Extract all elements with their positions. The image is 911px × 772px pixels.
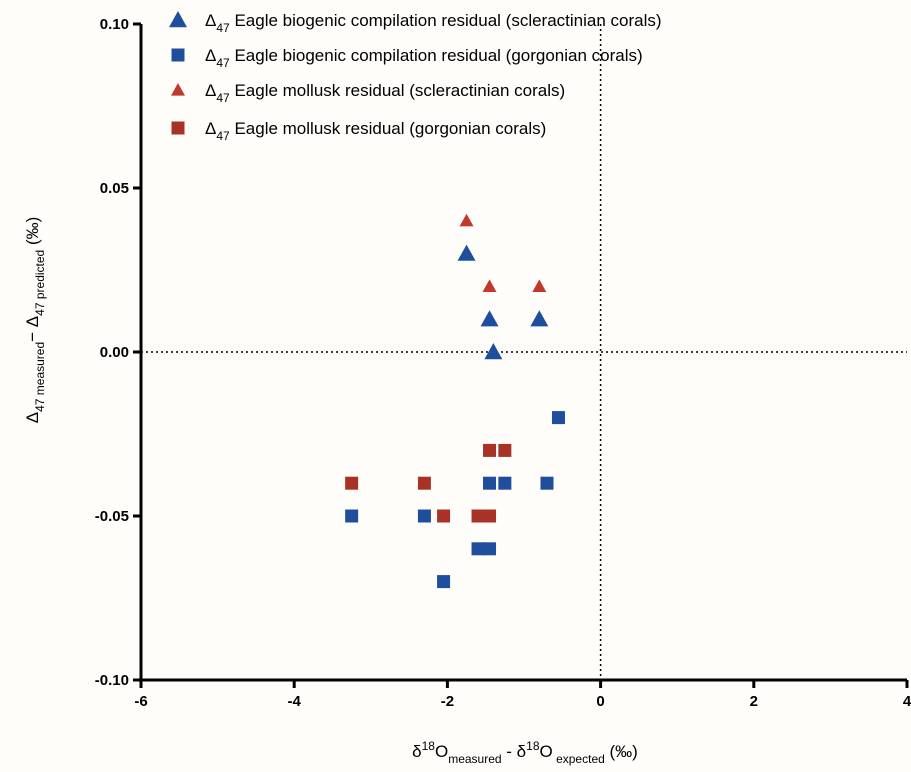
data-point-series-2 [483, 542, 497, 556]
x-axis-title: δ18Omeasured - δ18O expected (‰) [412, 739, 638, 766]
y-axis-title: Δ47 measured− Δ47 predicted (‰) [23, 217, 47, 424]
x-tick-label: 4 [903, 693, 911, 710]
data-point-series-4 [437, 509, 451, 523]
legend-label-2: Δ47 Eagle biogenic compilation residual … [205, 46, 643, 70]
axes: -0.10 -0.05 0.00 0.05 0.10 -6 -4 -2 0 2 4 [95, 16, 911, 710]
data-points [345, 213, 565, 589]
data-point-series-4 [483, 443, 497, 457]
legend: Δ47 Eagle biogenic compilation residual … [169, 11, 662, 143]
legend-marker-2 [171, 48, 185, 62]
data-point-series-1 [480, 310, 499, 327]
data-point-series-4 [345, 476, 359, 490]
data-point-series-1 [457, 244, 476, 261]
data-point-series-4 [471, 509, 485, 523]
x-tick-label: -2 [441, 693, 454, 710]
y-tick-label: -0.10 [95, 672, 129, 689]
y-tick-label: 0.10 [100, 16, 129, 33]
x-tick-label: 2 [750, 693, 758, 710]
legend-marker-1 [169, 11, 187, 28]
data-point-series-2 [345, 509, 359, 523]
y-tick-label: 0.05 [100, 180, 129, 197]
data-point-series-3 [459, 213, 474, 227]
legend-label-3: Δ47 Eagle mollusk residual (scleractinia… [205, 81, 565, 105]
data-point-series-3 [482, 279, 497, 292]
data-point-series-2 [551, 411, 565, 425]
data-point-series-2 [437, 575, 451, 589]
y-tick-label: -0.05 [95, 508, 129, 525]
data-point-series-1 [530, 310, 549, 327]
zero-reference-lines [141, 24, 907, 680]
legend-marker-4 [171, 121, 185, 135]
legend-label-4: Δ47 Eagle mollusk residual (gorgonian co… [205, 119, 546, 143]
legend-label-1: Δ47 Eagle biogenic compilation residual … [205, 11, 662, 35]
data-point-series-4 [417, 476, 431, 490]
data-point-series-1 [484, 343, 503, 360]
y-tick-label: 0.00 [100, 344, 129, 361]
data-point-series-2 [471, 542, 485, 556]
data-point-series-2 [498, 476, 512, 490]
x-tick-label: 0 [596, 693, 604, 710]
data-point-series-2 [540, 476, 554, 490]
data-point-series-2 [417, 509, 431, 523]
data-point-series-2 [483, 476, 497, 490]
x-tick-label: -4 [288, 693, 302, 710]
data-point-series-4 [483, 509, 497, 523]
data-point-series-3 [532, 279, 547, 292]
legend-marker-3 [171, 83, 185, 96]
x-tick-label: -6 [134, 693, 147, 710]
data-point-series-4 [498, 443, 512, 457]
